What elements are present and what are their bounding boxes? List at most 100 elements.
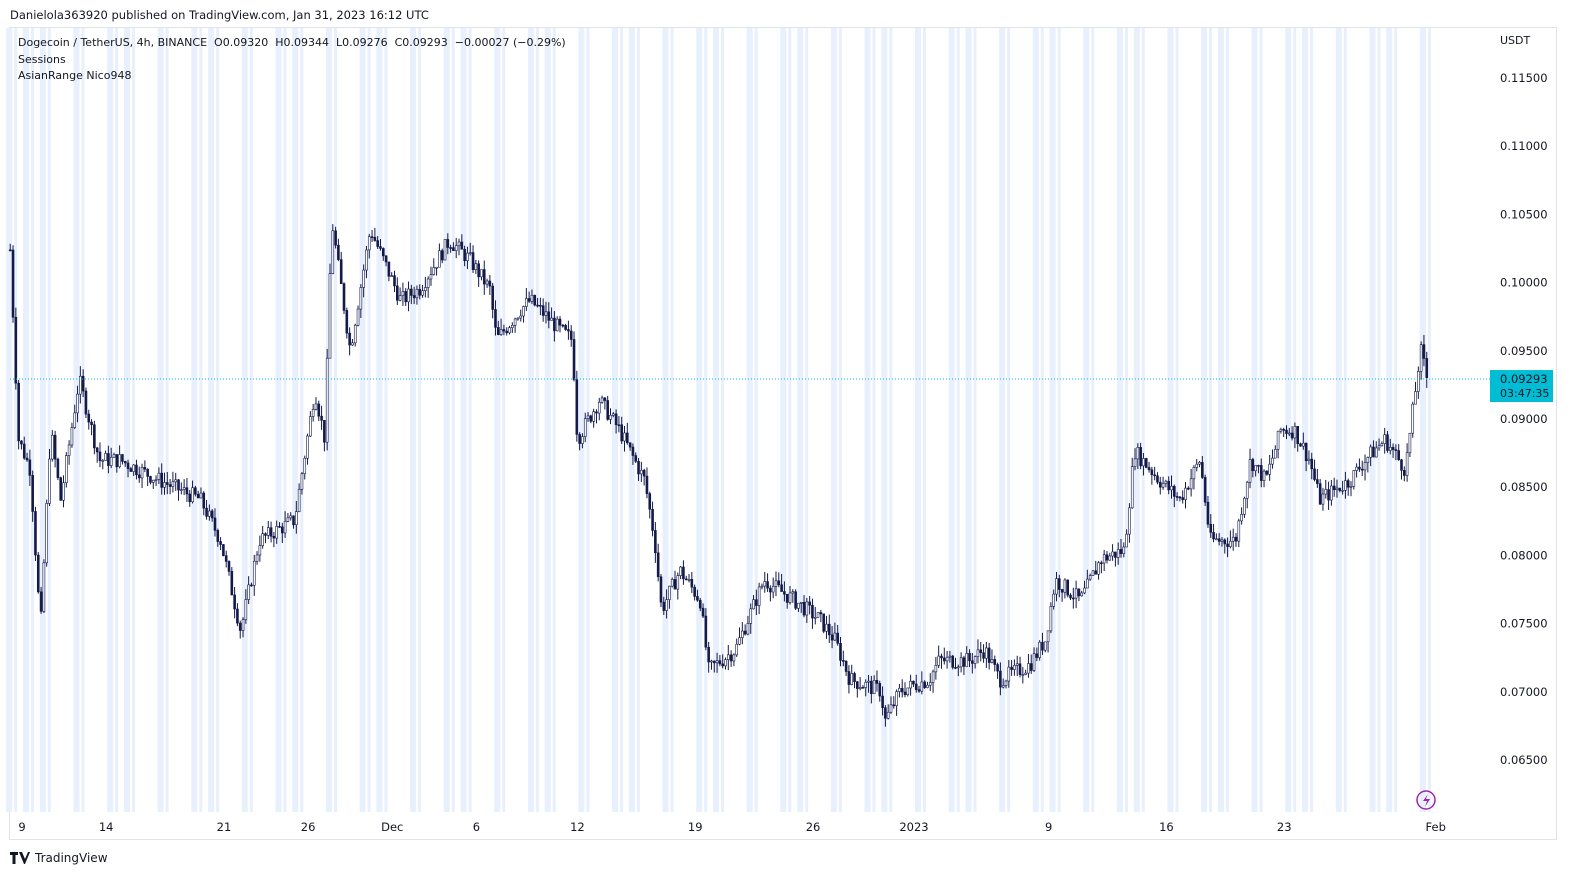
x-tick-label[interactable]: 14: [99, 820, 114, 834]
candle: [1144, 457, 1148, 469]
x-tick-label[interactable]: 16: [1159, 820, 1174, 834]
session-band: [754, 28, 758, 812]
candle: [906, 687, 910, 697]
x-tick-label[interactable]: Feb: [1426, 820, 1446, 834]
candle: [180, 482, 183, 495]
candle: [160, 463, 163, 495]
candle: [98, 442, 102, 468]
y-tick-label[interactable]: 0.10500: [1500, 207, 1548, 221]
candle: [889, 696, 893, 714]
candle: [165, 471, 169, 495]
candle: [1167, 476, 1170, 495]
candle: [325, 348, 329, 451]
candle: [317, 400, 321, 421]
y-tick-label[interactable]: 0.07500: [1500, 617, 1548, 631]
candle: [940, 653, 943, 669]
x-tick-label[interactable]: 23: [1277, 820, 1292, 834]
indicator-asianrange[interactable]: AsianRange Nico948: [18, 69, 132, 82]
candle: [367, 233, 371, 259]
lightning-icon[interactable]: [1416, 790, 1436, 810]
session-band: [628, 28, 635, 812]
session-band: [208, 28, 215, 812]
x-tick-label[interactable]: 2023: [899, 820, 928, 834]
candle: [81, 369, 85, 398]
candle: [541, 298, 545, 322]
y-tick-label[interactable]: 0.11500: [1500, 71, 1548, 85]
x-tick-label[interactable]: 19: [688, 820, 703, 834]
candle: [101, 459, 105, 470]
candle: [1276, 430, 1280, 459]
candle: [508, 325, 511, 335]
candle: [401, 282, 405, 306]
candle: [985, 641, 988, 668]
session-band: [578, 28, 585, 812]
candle: [1133, 448, 1137, 471]
session-band: [1049, 28, 1056, 812]
session-band: [1335, 28, 1342, 812]
candle: [1164, 479, 1168, 488]
candle: [1215, 533, 1218, 541]
y-tick-label[interactable]: 0.08500: [1500, 480, 1548, 494]
candle: [987, 642, 991, 670]
candle: [412, 286, 416, 305]
symbol-title[interactable]: Dogecoin / TetherUS, 4h, BINANCE: [18, 36, 208, 49]
candle: [581, 433, 584, 449]
session-band: [418, 28, 422, 812]
y-tick-label[interactable]: 0.07000: [1500, 685, 1548, 699]
x-tick-label[interactable]: 26: [301, 820, 316, 834]
x-tick-label[interactable]: Dec: [381, 820, 403, 834]
candle: [210, 509, 214, 522]
session-band: [535, 28, 539, 812]
y-tick-label[interactable]: 0.09000: [1500, 412, 1548, 426]
x-tick-label[interactable]: 6: [473, 820, 480, 834]
candle: [637, 458, 640, 481]
candle: [194, 485, 197, 497]
footer-brand[interactable]: TradingView: [10, 851, 108, 865]
candle: [121, 453, 124, 465]
session-band: [838, 28, 842, 812]
candle: [303, 455, 307, 480]
y-tick-label[interactable]: 0.08000: [1500, 548, 1548, 562]
candle: [1130, 457, 1134, 509]
candle: [157, 467, 161, 484]
candle: [726, 644, 730, 671]
indicator-sessions[interactable]: Sessions: [18, 52, 66, 66]
candle: [1150, 466, 1154, 485]
candle: [1273, 445, 1277, 459]
candle: [115, 454, 119, 473]
candle: [505, 327, 509, 336]
candle: [721, 654, 724, 669]
candle: [440, 248, 444, 264]
y-tick-label[interactable]: 0.06500: [1500, 753, 1548, 767]
x-tick-label[interactable]: 26: [806, 820, 821, 834]
y-tick-label[interactable]: 0.09500: [1500, 344, 1548, 358]
x-tick-label[interactable]: 12: [570, 820, 585, 834]
candle: [1027, 654, 1030, 678]
candle: [384, 255, 388, 267]
candle: [1184, 482, 1187, 509]
candle: [539, 297, 542, 316]
candle: [1243, 496, 1246, 518]
y-tick-label[interactable]: 0.11000: [1500, 139, 1548, 153]
x-tick-label[interactable]: 21: [217, 820, 232, 834]
y-tick-label[interactable]: 0.10000: [1500, 276, 1548, 290]
candle: [979, 642, 983, 662]
candle: [682, 560, 685, 585]
candle: [381, 247, 385, 261]
candle: [1072, 587, 1075, 609]
candle: [1119, 538, 1123, 558]
candle: [1080, 590, 1084, 597]
x-tick-label[interactable]: 9: [18, 820, 25, 834]
candle: [1374, 441, 1378, 458]
candle: [84, 387, 88, 418]
candle: [468, 242, 472, 256]
x-tick-label[interactable]: 9: [1045, 820, 1052, 834]
session-band: [704, 28, 708, 812]
candle: [679, 565, 682, 580]
candle: [527, 291, 531, 303]
candle: [816, 612, 820, 618]
candle: [76, 385, 79, 423]
candle: [959, 652, 963, 673]
session-band: [1343, 28, 1347, 812]
